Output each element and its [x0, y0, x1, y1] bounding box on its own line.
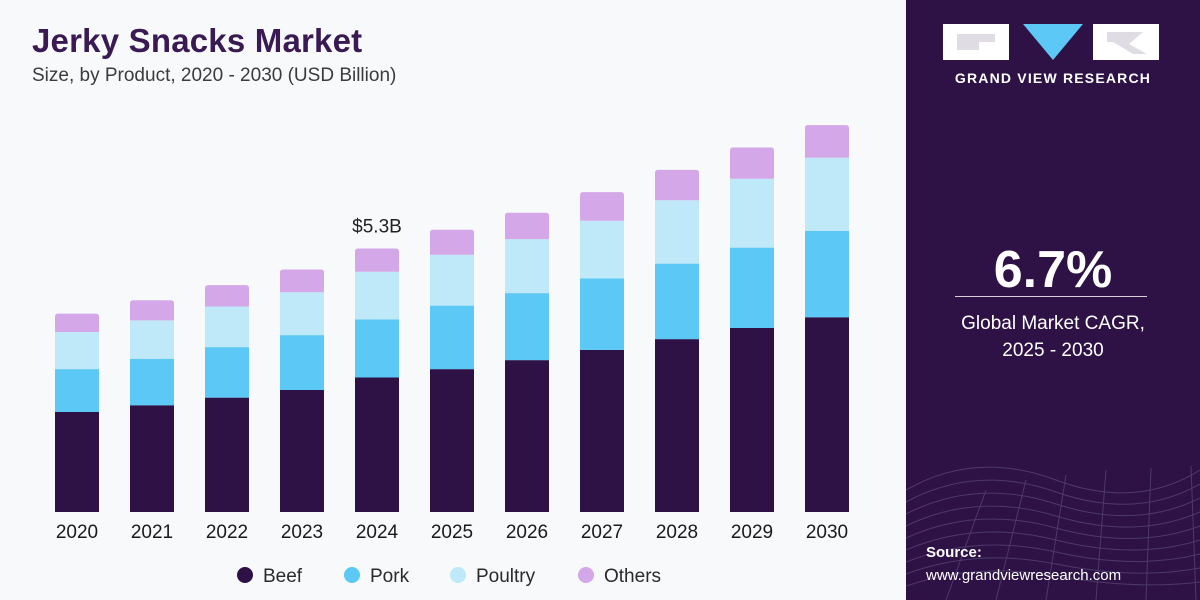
bar-segment-poultry-2023 [280, 292, 324, 336]
legend-marker-poultry [450, 567, 466, 583]
bar-segment-poultry-2021 [130, 320, 174, 359]
bar-segment-beef-2020 [55, 411, 99, 512]
bar-segment-poultry-2028 [655, 200, 699, 264]
bar-segment-poultry-2022 [205, 306, 249, 348]
legend-marker-beef [237, 567, 253, 583]
x-tick-label-2021: 2021 [131, 522, 173, 543]
bar-segment-pork-2025 [430, 305, 474, 370]
bar-segment-poultry-2027 [580, 220, 624, 279]
bar-segment-pork-2027 [580, 278, 624, 350]
brand-name: GRAND VIEW RESEARCH [954, 70, 1152, 86]
bar-segment-others-2030 [805, 125, 849, 158]
bar-segment-others-2023 [280, 269, 324, 293]
legend-label-beef: Beef [263, 566, 303, 587]
cagr-label-line1: Global Market CAGR, [961, 313, 1145, 334]
bar-segment-beef-2027 [580, 349, 624, 512]
legend-label-poultry: Poultry [476, 566, 536, 587]
gvr-logo-icon [943, 24, 1159, 60]
legend-marker-others [578, 567, 594, 583]
legend-label-pork: Pork [370, 566, 410, 587]
bar-segment-pork-2029 [730, 247, 774, 328]
bar-segment-pork-2023 [280, 335, 324, 391]
bar-segment-poultry-2029 [730, 178, 774, 248]
bar-segment-pork-2028 [655, 263, 699, 340]
x-tick-label-2024: 2024 [356, 522, 399, 543]
x-tick-label-2025: 2025 [431, 522, 473, 543]
bar-segment-pork-2026 [505, 293, 549, 361]
stacked-bar-chart: 2020 2021 2022 2023 2024 $5.3B 2025 2026 2027 202… [55, 125, 849, 587]
bar-segment-poultry-2024 [355, 271, 399, 320]
x-tick-label-2022: 2022 [206, 522, 248, 543]
legend-label-others: Others [604, 566, 661, 587]
bar-segment-pork-2024 [355, 319, 399, 378]
bar-segment-others-2026 [505, 212, 549, 240]
legend-marker-pork [344, 567, 360, 583]
bar-segment-others-2028 [655, 169, 699, 201]
bar-segment-poultry-2030 [805, 157, 849, 232]
x-tick-label-2023: 2023 [281, 522, 323, 543]
bar-segment-beef-2030 [805, 317, 849, 512]
bar-segment-others-2022 [205, 285, 249, 307]
bar-segment-beef-2021 [130, 405, 174, 512]
cagr-label: Global Market CAGR, 2025 - 2030 [906, 310, 1200, 364]
bar-segment-others-2020 [55, 313, 99, 332]
bar-segment-others-2029 [730, 147, 774, 179]
bar-segment-beef-2023 [280, 390, 324, 512]
chart-subtitle: Size, by Product, 2020 - 2030 (USD Billi… [32, 65, 397, 86]
bar-segment-beef-2029 [730, 327, 774, 512]
bar-segment-others-2025 [430, 229, 474, 255]
bar-segment-beef-2025 [430, 369, 474, 512]
bar-segment-others-2027 [580, 192, 624, 221]
bar-segment-pork-2021 [130, 358, 174, 406]
source-label: Source: [926, 544, 982, 561]
source-url[interactable]: www.grandviewresearch.com [926, 567, 1122, 584]
x-tick-label-2028: 2028 [656, 522, 698, 543]
x-tick-label-2020: 2020 [56, 522, 98, 543]
divider [955, 296, 1147, 297]
bar-segment-pork-2020 [55, 369, 99, 412]
x-tick-label-2030: 2030 [806, 522, 848, 543]
x-tick-label-2029: 2029 [731, 522, 773, 543]
bar-segment-others-2024 [355, 248, 399, 272]
bar-segment-beef-2026 [505, 360, 549, 512]
bar-segment-poultry-2025 [430, 254, 474, 306]
bar-segment-pork-2030 [805, 231, 849, 318]
x-tick-label-2027: 2027 [581, 522, 623, 543]
bar-segment-pork-2022 [205, 347, 249, 398]
chart-title: Jerky Snacks Market [32, 22, 363, 59]
bar-segment-beef-2024 [355, 377, 399, 512]
bar-segment-beef-2028 [655, 339, 699, 512]
bar-segment-poultry-2026 [505, 239, 549, 294]
cagr-label-line2: 2025 - 2030 [1002, 340, 1104, 361]
chart-panel: Jerky Snacks Market Size, by Product, 20… [32, 22, 849, 587]
annotation-label: $5.3B [352, 216, 402, 237]
cagr-value: 6.7% [993, 241, 1113, 299]
info-sidebar: GRAND VIEW RESEARCH 6.7% Global Market C… [906, 0, 1200, 600]
wave-pattern-decoration [906, 465, 1200, 600]
bar-segment-poultry-2020 [55, 331, 99, 370]
bar-segment-beef-2022 [205, 397, 249, 512]
x-tick-label-2026: 2026 [506, 522, 548, 543]
bar-segment-others-2021 [130, 300, 174, 321]
